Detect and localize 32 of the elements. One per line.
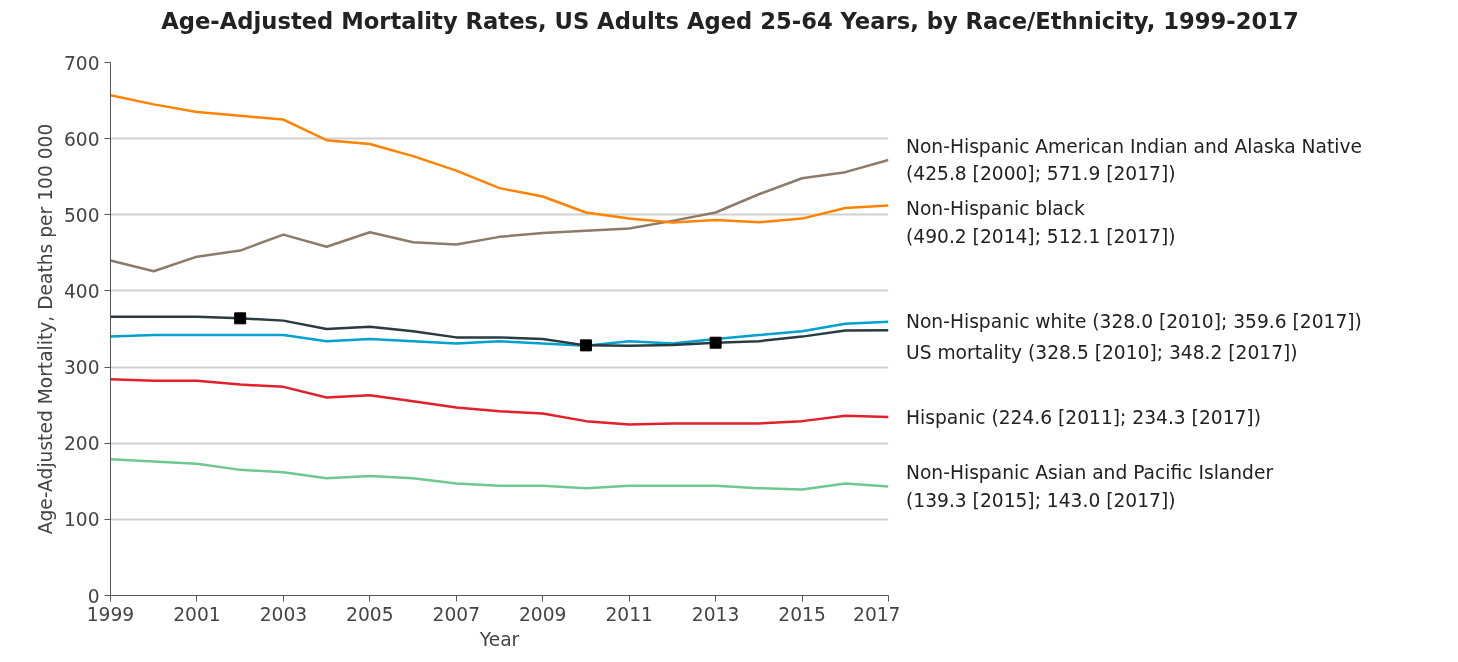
y-tick-label: 700 (63, 52, 100, 74)
series-label: Non-Hispanic black (490.2 [2014]; 512.1 [2017]) (906, 198, 1176, 248)
line-series (110, 159, 889, 273)
x-tick-label: 2011 (605, 603, 653, 625)
x-tick-label: 2017 (853, 603, 901, 625)
y-tick-label: 400 (63, 281, 100, 303)
y-tick-label: 600 (63, 129, 100, 151)
series-label: Non-Hispanic Asian and Pacific Islander (139.3 [2015]; 143.0 [2017]) (906, 462, 1274, 512)
x-tick-label: 2005 (346, 603, 394, 625)
series-label: Hispanic (224.6 [2011]; 234.3 [2017]) (906, 406, 1261, 428)
series-label: Non-Hispanic white (328.0 [2010]; 359.6 [2017]) (906, 311, 1362, 333)
point (579, 339, 592, 352)
y-tick-label: 100 (63, 509, 100, 531)
x-axis-title: Year (478, 628, 520, 650)
x-tick-label: 2013 (691, 603, 740, 625)
y-tick-label: 500 (63, 205, 100, 227)
x-tick-label: 2001 (173, 603, 221, 625)
x-tick-label: 2009 (518, 603, 567, 625)
point (234, 312, 247, 325)
x-tick-label: 2015 (778, 603, 826, 625)
y-tick-label: 200 (63, 433, 100, 455)
point (709, 337, 722, 350)
y-tick-label: 300 (63, 357, 100, 379)
series-label: Non-Hispanic American Indian and Alaska Native (425.8 [2000]; 571.9 [2017]) (906, 136, 1362, 185)
line-series (110, 94, 889, 225)
line-series (110, 458, 889, 492)
series-label: US mortality (328.5 [2010]; 348.2 [2017]) (906, 342, 1298, 364)
y-axis-title: Age-Adjusted Mortality, Deaths per 100 000 (34, 124, 56, 535)
x-tick-label: 2003 (259, 603, 308, 625)
chart-title: Age-Adjusted Mortality Rates, US Adults Aged 25-64 Years, by Race/Ethnicity, 1999-2017 (161, 7, 1299, 36)
line-series (110, 378, 889, 427)
x-tick-label: 2007 (432, 603, 481, 625)
